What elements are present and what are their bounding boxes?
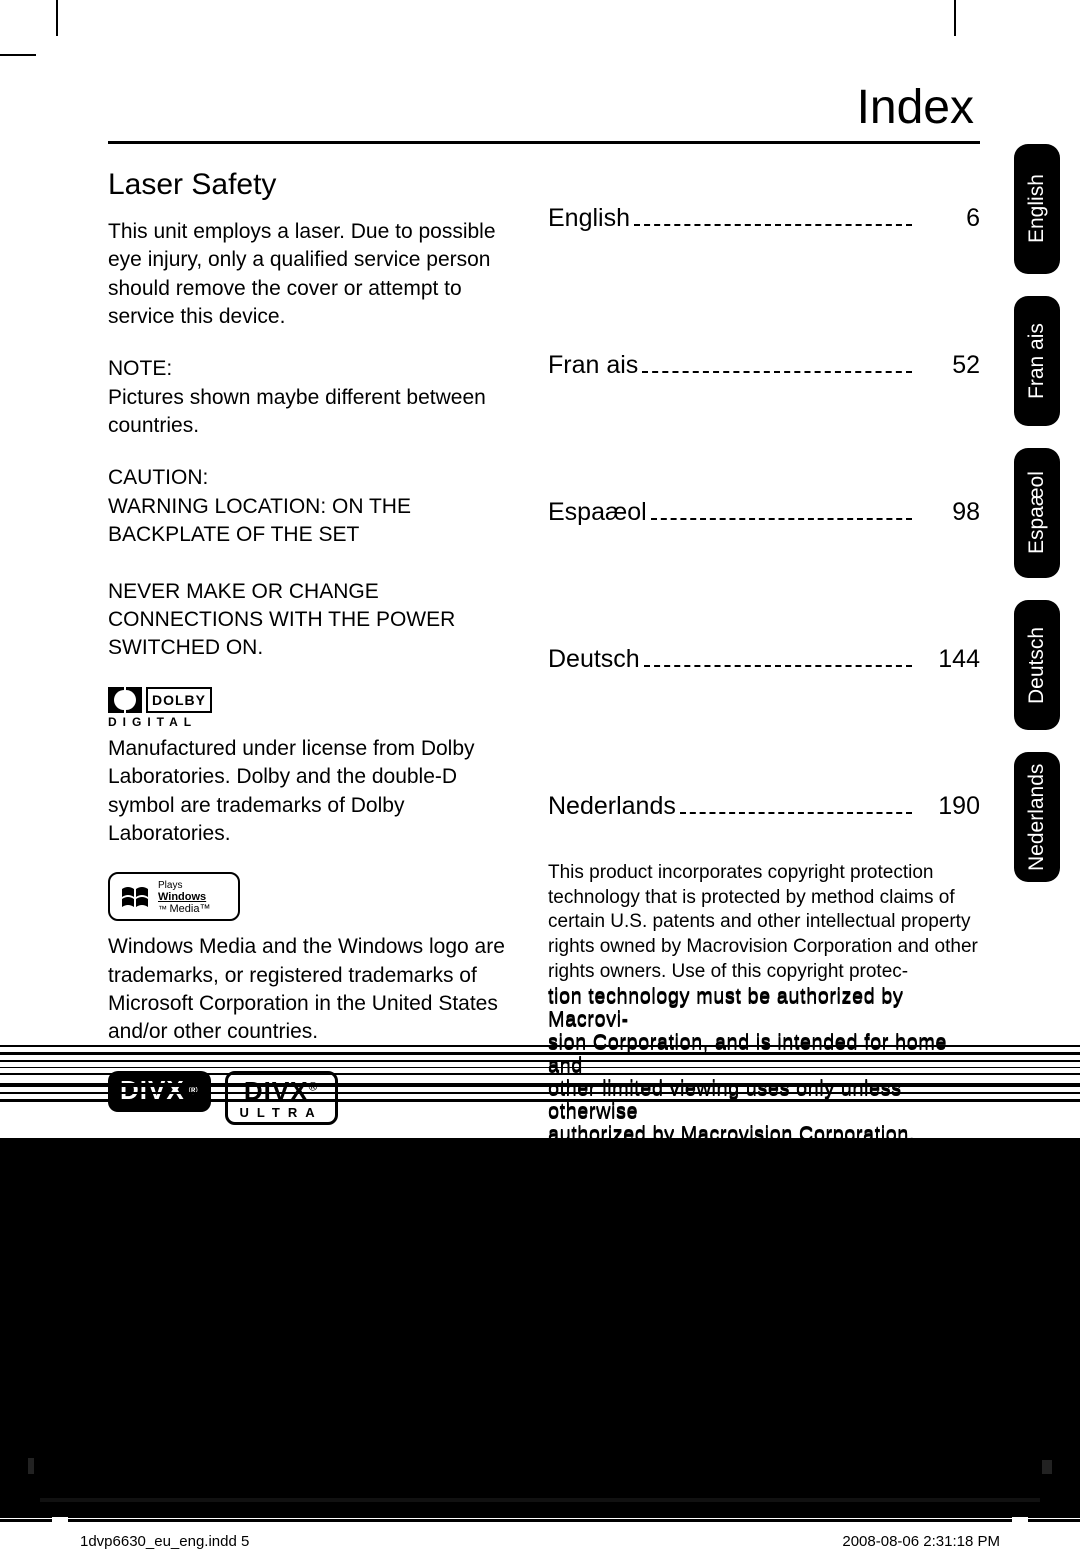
index-leader-dots (651, 518, 912, 520)
caution-label: CAUTION: (108, 466, 208, 489)
title-rule (108, 141, 980, 144)
wm-para: Windows Media and the Windows logo are t… (108, 933, 508, 1046)
index-leader-dots (680, 812, 912, 814)
index-page: 6 (920, 204, 980, 233)
index-label: Deutsch (548, 645, 640, 674)
dolby-box-text: DOLBY (146, 687, 212, 713)
dolby-logo: DOLBY DIGITAL (108, 687, 508, 729)
laser-safety-text: This unit employs a laser. Due to possib… (108, 218, 508, 331)
index-label: English (548, 204, 630, 233)
note-label: NOTE: (108, 357, 172, 380)
tab-english[interactable]: English (1014, 144, 1060, 274)
index-entry: Deutsch 144 (548, 645, 980, 674)
tab-deutsch[interactable]: Deutsch (1014, 600, 1060, 730)
index-label: Espaæol (548, 498, 647, 527)
corrupted-black-band (0, 1138, 1080, 1518)
wm-plays: Plays (158, 880, 210, 891)
macrovision-para: This product incorporates copyright prot… (548, 861, 980, 984)
tab-francais[interactable]: Fran ais (1014, 296, 1060, 426)
index-entry: Fran ais 52 (548, 351, 980, 380)
tab-nederlands[interactable]: Nederlands (1014, 752, 1060, 882)
scan-glitch-bars (0, 1040, 1080, 1107)
index-page: 144 (920, 645, 980, 674)
footer-timestamp: 2008-08-06 2:31:18 PM (842, 1533, 1000, 1550)
caution-line2: NEVER MAKE OR CHANGE CONNECTIONS WITH TH… (108, 580, 455, 660)
wm-windows: Windows (158, 891, 210, 903)
index-entry: Espaæol 98 (548, 498, 980, 527)
footer-filename: 1dvp6630_eu_eng.indd 5 (80, 1533, 249, 1550)
caution-block: CAUTION: WARNING LOCATION: ON THE BACKPL… (108, 464, 508, 662)
index-entry: Nederlands 190 (548, 792, 980, 821)
dolby-digital-text: DIGITAL (108, 715, 508, 729)
index-page: 190 (920, 792, 980, 821)
note-block: NOTE: Pictures shown maybe different bet… (108, 355, 508, 440)
index-leader-dots (642, 371, 912, 373)
index-page: 52 (920, 351, 980, 380)
page-title: Index (108, 80, 980, 135)
windows-flag-icon (120, 883, 150, 913)
page-footer: 1dvp6630_eu_eng.indd 5 2008-08-06 2:31:1… (0, 1519, 1080, 1567)
tab-espanol[interactable]: Espaæol (1014, 448, 1060, 578)
laser-safety-heading: Laser Safety (108, 168, 508, 202)
macrovision-glitch-line: tion technology must be authorized by Ma… (548, 986, 980, 1032)
crop-marks-top (0, 0, 1080, 58)
note-text: Pictures shown maybe different between c… (108, 386, 486, 437)
index-label: Fran ais (548, 351, 638, 380)
index-label: Nederlands (548, 792, 676, 821)
wm-media: ™ Media™ (158, 903, 210, 915)
index-entry: English 6 (548, 204, 980, 233)
language-tabs: English Fran ais Espaæol Deutsch Nederla… (1014, 144, 1060, 882)
caution-line1: WARNING LOCATION: ON THE BACKPLATE OF TH… (108, 495, 411, 546)
windows-media-logo: Plays Windows ™ Media™ (108, 872, 240, 921)
dolby-double-d-icon (108, 687, 142, 713)
index-leader-dots (644, 665, 912, 667)
index-leader-dots (634, 224, 912, 226)
index-page: 98 (920, 498, 980, 527)
dolby-para: Manufactured under license from Dolby La… (108, 735, 508, 848)
